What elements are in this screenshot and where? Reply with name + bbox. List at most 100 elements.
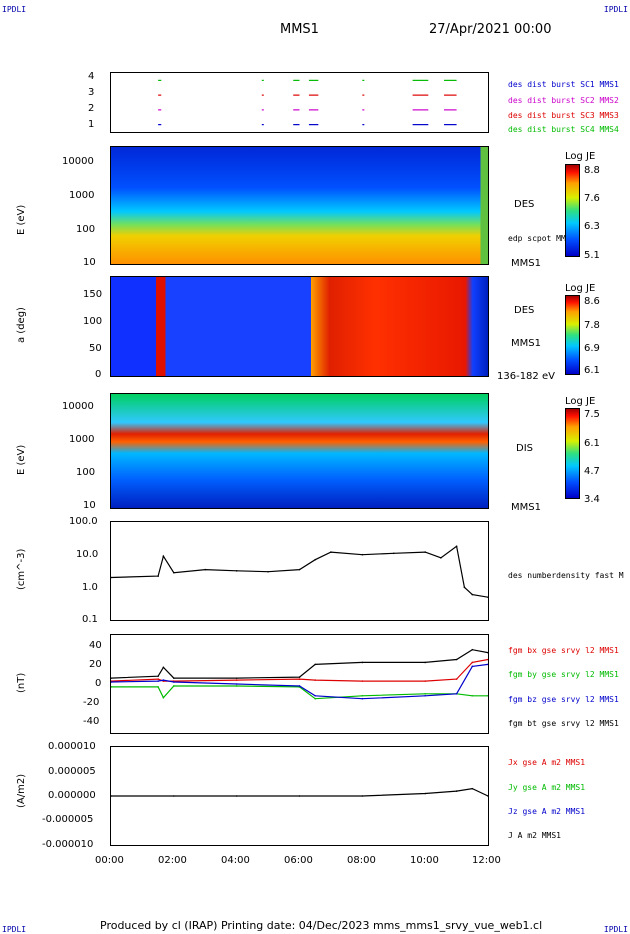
data-point-1-6 [314, 697, 317, 700]
des-pitch-spectrogram [110, 276, 489, 377]
data-point-1-11 [487, 694, 488, 697]
dis-energy-cbar-tick-3: 4.7 [584, 466, 600, 477]
bfield-tick-0: 0 [95, 678, 102, 689]
data-point-0-4 [204, 568, 207, 571]
data-point-1-8 [424, 693, 426, 695]
des-pitch-tick-0: 0 [95, 369, 102, 380]
data-point-0-8 [487, 795, 488, 797]
current-tick-0: 0.000000 [48, 790, 96, 801]
des-energy-tick-10000: 10000 [62, 156, 94, 167]
series-line-1 [111, 685, 488, 700]
bfield-tick-m20: -20 [83, 697, 100, 708]
data-point-1-4 [235, 685, 238, 687]
current-label-jz: Jz gse A m2 MMS1 [508, 807, 586, 816]
current-panel [110, 746, 489, 846]
des-energy-sc: MMS1 [511, 258, 541, 269]
data-point-0-2 [162, 555, 165, 557]
current-label-jx: Jx gse A m2 MMS1 [508, 758, 586, 767]
data-point-2-5 [298, 685, 301, 687]
data-point-0-8 [424, 680, 426, 682]
current-tick-m5: -0.000005 [42, 814, 94, 825]
des-pitch-colorbar [565, 295, 580, 375]
burst-panel [110, 72, 489, 133]
bfield-label-bt: fgm bt gse srvy l2 MMS1 [508, 719, 619, 728]
data-point-0-10 [471, 661, 474, 664]
series-line-0 [111, 787, 488, 797]
data-point-2-11 [487, 663, 488, 666]
data-point-2-3 [173, 681, 175, 683]
data-point-3-6 [314, 663, 317, 666]
data-point-0-11 [392, 552, 395, 555]
dis-energy-sc: MMS1 [511, 502, 541, 513]
watermark-bottom-left: IPDLI [2, 925, 27, 934]
watermark-top-left: IPDLI [2, 5, 27, 14]
burst-label-sc4: des dist burst SC4 MMS4 [508, 125, 619, 134]
data-point-2-4 [235, 683, 238, 685]
des-energy-colorbar [565, 164, 580, 257]
burst-tick-4: 4 [88, 71, 95, 82]
des-energy-cbar-title: Log JE [565, 151, 596, 162]
dis-energy-cbar-title: Log JE [565, 396, 596, 407]
data-point-0-4 [235, 679, 238, 681]
dis-energy-tick-1000: 1000 [69, 434, 95, 445]
des-pitch-tick-100: 100 [83, 316, 103, 327]
des-energy-ylabel: E (eV) [16, 204, 27, 235]
current-tick-10: 0.000010 [48, 741, 96, 752]
dis-energy-cbar-tick-4: 3.4 [584, 494, 600, 505]
data-point-0-17 [487, 596, 488, 598]
des-pitch-cbar-tick-1: 8.6 [584, 296, 600, 307]
current-plot [111, 787, 488, 797]
des-energy-cbar-tick-2: 7.6 [584, 193, 600, 204]
density-ylabel: (cm^-3) [16, 548, 27, 590]
data-point-3-9 [455, 658, 458, 661]
bfield-tick-m40: -40 [83, 716, 100, 727]
x-tick-1200: 12:00 [472, 855, 501, 866]
burst-label-sc2: des dist burst SC2 MMS2 [508, 96, 619, 105]
data-point-3-3 [173, 677, 175, 679]
data-point-2-1 [157, 680, 159, 682]
data-point-3-7 [361, 661, 364, 664]
data-point-1-10 [471, 694, 474, 697]
burst-label-sc3: des dist burst SC3 MMS3 [508, 111, 619, 120]
des-pitch-tick-50: 50 [89, 343, 102, 354]
bfield-tick-40: 40 [89, 640, 102, 651]
bfield-label-bz: fgm bz gse srvy l2 MMS1 [508, 695, 619, 704]
data-point-0-12 [424, 551, 426, 553]
current-tick-5: 0.000005 [48, 766, 96, 777]
data-point-0-5 [298, 678, 301, 680]
data-point-2-2 [162, 679, 165, 681]
data-point-3-8 [424, 661, 426, 664]
des-energy-cbar-tick-3: 6.3 [584, 221, 600, 232]
data-point-2-7 [361, 697, 364, 700]
dis-energy-name: DIS [516, 443, 533, 454]
x-tick-0000: 00:00 [95, 855, 124, 866]
dis-energy-tick-100: 100 [76, 467, 96, 478]
des-pitch-cbar-title: Log JE [565, 283, 596, 294]
data-point-0-3 [298, 795, 301, 797]
plot-date: 27/Apr/2021 00:00 [429, 22, 552, 37]
burst-tick-1: 1 [88, 119, 95, 130]
bfield-tick-20: 20 [89, 659, 102, 670]
bfield-plot [111, 648, 488, 700]
bfield-ylabel: (nT) [16, 672, 27, 693]
density-tick-100: 100.0 [69, 516, 98, 527]
des-energy-tick-100: 100 [76, 224, 96, 235]
watermark-top-right: IPDLI [603, 5, 628, 14]
data-point-0-11 [487, 658, 488, 661]
density-plot [111, 545, 488, 598]
des-energy-cbar-tick-4: 5.1 [584, 250, 600, 261]
current-ylabel: (A/m2) [16, 773, 27, 808]
data-point-0-6 [455, 790, 458, 792]
density-label: des numberdensity fast M [508, 571, 624, 580]
current-label-jy: Jy gse A m2 MMS1 [508, 783, 586, 792]
x-tick-0800: 08:00 [347, 855, 376, 866]
current-label-j: J A m2 MMS1 [508, 831, 561, 840]
current-tick-m10: -0.000010 [42, 839, 94, 850]
dis-energy-cbar-tick-1: 7.5 [584, 409, 600, 420]
des-pitch-cbar-tick-3: 6.9 [584, 343, 600, 354]
density-tick-1: 1.0 [82, 582, 98, 593]
footer-text: Produced by cl (IRAP) Printing date: 04/… [100, 919, 543, 932]
data-point-0-7 [471, 787, 474, 790]
data-point-0-0 [111, 795, 112, 797]
dis-energy-colorbar [565, 408, 580, 499]
